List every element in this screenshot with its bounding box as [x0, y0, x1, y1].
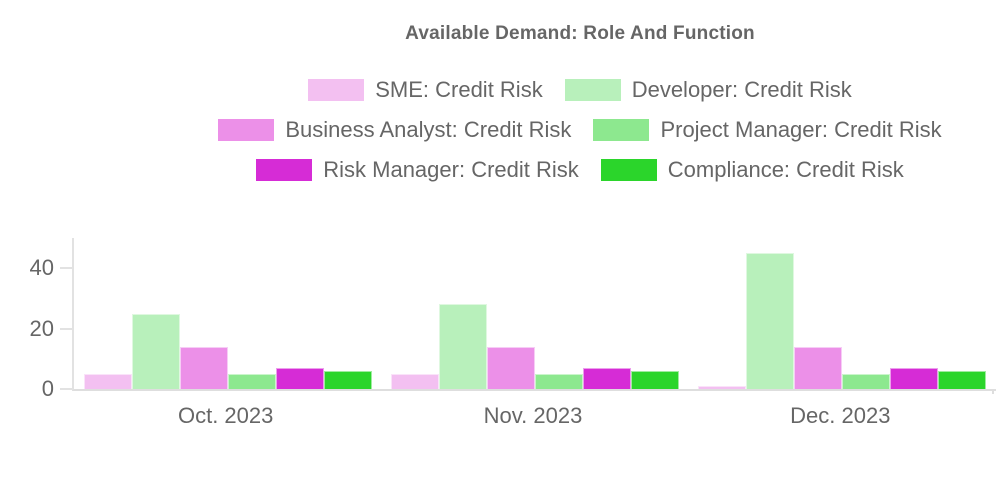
bar[interactable]: [582, 367, 631, 389]
legend-swatch: [256, 159, 313, 181]
legend-row: Business Analyst: Credit Risk Project Man…: [218, 117, 942, 142]
bar[interactable]: [746, 253, 795, 389]
y-axis: 0 20 40: [0, 238, 72, 400]
legend-item[interactable]: SME: Credit Risk: [308, 77, 543, 102]
legend-label: SME: Credit Risk: [375, 77, 543, 102]
bar[interactable]: [938, 370, 987, 389]
bar-group: [381, 238, 688, 389]
legend-label: Project Manager: Credit Risk: [660, 117, 942, 142]
chart-title: Available Demand: Role And Function: [405, 23, 755, 44]
y-tick-label: 40: [29, 255, 54, 281]
bar[interactable]: [83, 373, 132, 389]
bar[interactable]: [698, 385, 747, 389]
legend-label: Compliance: Credit Risk: [667, 157, 904, 182]
bar[interactable]: [486, 346, 535, 389]
legend-item[interactable]: Project Manager: Credit Risk: [593, 117, 942, 142]
bar[interactable]: [179, 346, 228, 389]
legend-label: Developer: Credit Risk: [631, 77, 852, 102]
legend: SME: Credit Risk Developer: Credit Risk Bu…: [160, 79, 1000, 181]
bar[interactable]: [227, 373, 276, 389]
bar[interactable]: [438, 304, 487, 389]
bar[interactable]: [890, 367, 939, 389]
legend-item[interactable]: Developer: Credit Risk: [564, 77, 852, 102]
y-tick-label: 20: [29, 315, 54, 341]
legend-swatch: [593, 119, 650, 141]
bar[interactable]: [794, 346, 843, 389]
legend-label: Business Analyst: Credit Risk: [285, 117, 572, 142]
bar[interactable]: [275, 367, 324, 389]
legend-row: SME: Credit Risk Developer: Credit Risk: [308, 79, 852, 101]
bar[interactable]: [390, 373, 439, 389]
legend-item[interactable]: Risk Manager: Credit Risk: [256, 159, 579, 181]
x-tick-label: Nov. 2023: [483, 403, 583, 428]
legend-label: Risk Manager: Credit Risk: [323, 157, 579, 182]
bar[interactable]: [842, 373, 891, 389]
x-tick-label: Oct. 2023: [177, 403, 274, 428]
legend-swatch: [564, 79, 621, 101]
legend-row: Risk Manager: Credit Risk Compliance: Cre…: [256, 157, 904, 182]
legend-swatch: [600, 159, 657, 181]
bar-group: [689, 238, 996, 389]
legend-swatch: [218, 119, 275, 141]
legend-item[interactable]: Business Analyst: Credit Risk: [218, 119, 571, 141]
legend-item[interactable]: Compliance: Credit Risk: [600, 157, 904, 182]
bar[interactable]: [131, 313, 180, 389]
x-axis-end-tick: [992, 389, 994, 394]
bar[interactable]: [534, 373, 583, 389]
y-tick-label: 0: [41, 376, 54, 401]
y-tick-mark: [60, 388, 72, 390]
bar-group: [74, 238, 381, 389]
plot-area: [72, 238, 996, 391]
x-axis: Oct. 2023 Nov. 2023 Dec. 2023: [72, 403, 994, 429]
bar[interactable]: [323, 370, 372, 389]
x-tick-label: Dec. 2023: [790, 403, 891, 428]
y-tick-mark: [60, 267, 72, 270]
legend-swatch: [308, 79, 365, 101]
bar[interactable]: [630, 370, 679, 389]
y-tick-mark: [60, 327, 72, 330]
